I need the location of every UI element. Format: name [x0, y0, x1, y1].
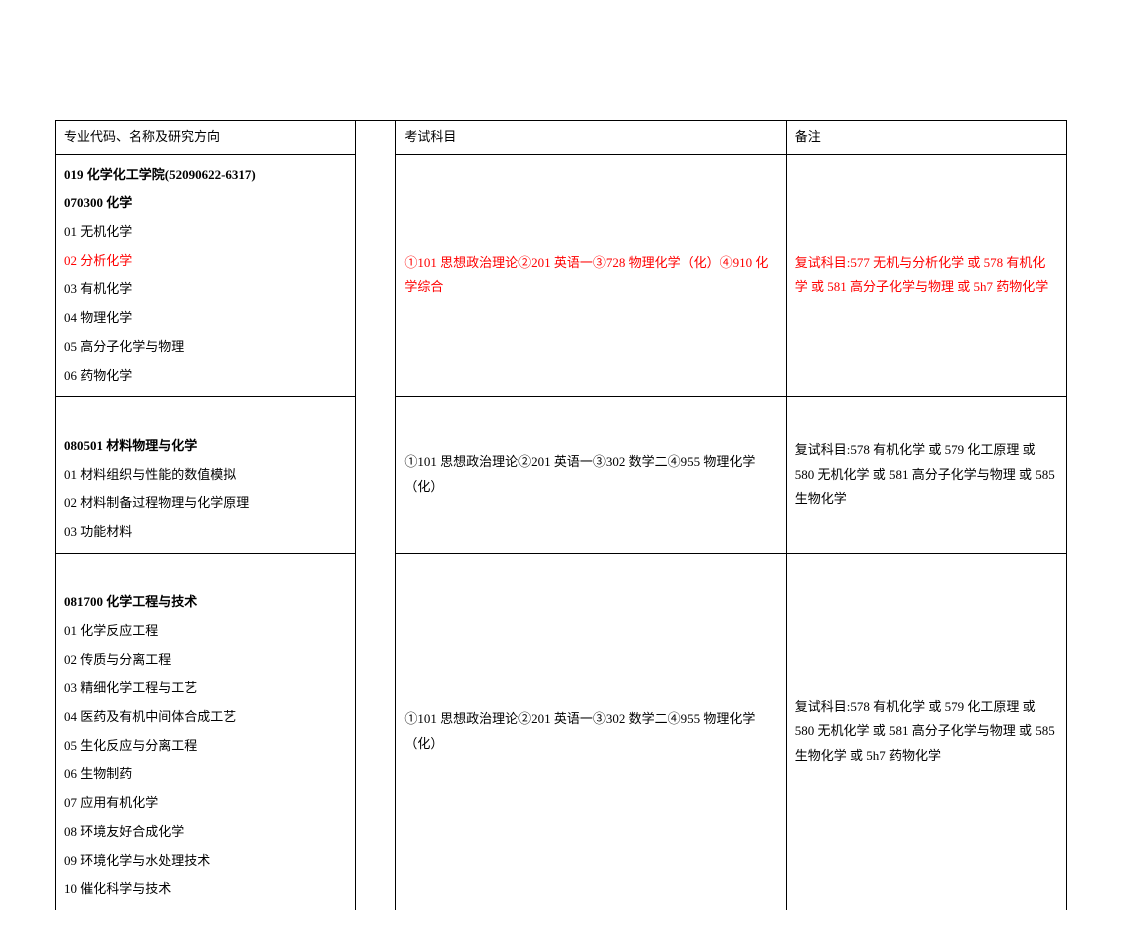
- blank-line: [64, 560, 347, 589]
- exam-cell: ①101 思想政治理论②201 英语一③302 数学二④955 物理化学（化）: [396, 397, 786, 553]
- exam-cell: ①101 思想政治理论②201 英语一③302 数学二④955 物理化学（化）: [396, 553, 786, 910]
- exam-cell: ①101 思想政治理论②201 英语一③728 物理化学（化）④910 化学综合: [396, 154, 786, 397]
- direction-highlight: 02 分析化学: [64, 247, 347, 276]
- direction: 03 功能材料: [64, 518, 347, 547]
- header-exam: 考试科目: [396, 121, 786, 155]
- direction: 03 精细化学工程与工艺: [64, 674, 347, 703]
- note-cell: 复试科目:578 有机化学 或 579 化工原理 或 580 无机化学 或 58…: [786, 397, 1066, 553]
- direction: 01 无机化学: [64, 218, 347, 247]
- header-empty: [356, 121, 396, 155]
- direction: 01 化学反应工程: [64, 617, 347, 646]
- empty-spacer: [356, 154, 396, 910]
- header-note: 备注: [786, 121, 1066, 155]
- direction: 04 物理化学: [64, 304, 347, 333]
- note-cell: 复试科目:578 有机化学 或 579 化工原理 或 580 无机化学 或 58…: [786, 553, 1066, 910]
- direction: 02 材料制备过程物理与化学原理: [64, 489, 347, 518]
- program-title: 080501 材料物理与化学: [64, 432, 347, 461]
- major-cell: 081700 化学工程与技术 01 化学反应工程 02 传质与分离工程 03 精…: [56, 553, 356, 910]
- header-major: 专业代码、名称及研究方向: [56, 121, 356, 155]
- direction: 06 药物化学: [64, 362, 347, 391]
- direction: 02 传质与分离工程: [64, 646, 347, 675]
- table-row: 080501 材料物理与化学 01 材料组织与性能的数值模拟 02 材料制备过程…: [56, 397, 1067, 553]
- table-row: 081700 化学工程与技术 01 化学反应工程 02 传质与分离工程 03 精…: [56, 553, 1067, 910]
- note-cell: 复试科目:577 无机与分析化学 或 578 有机化学 或 581 高分子化学与…: [786, 154, 1066, 397]
- major-cell: 080501 材料物理与化学 01 材料组织与性能的数值模拟 02 材料制备过程…: [56, 397, 356, 553]
- direction: 09 环境化学与水处理技术: [64, 847, 347, 876]
- direction: 03 有机化学: [64, 275, 347, 304]
- direction: 10 催化科学与技术: [64, 875, 347, 904]
- direction: 01 材料组织与性能的数值模拟: [64, 461, 347, 490]
- direction: 05 高分子化学与物理: [64, 333, 347, 362]
- program-title: 070300 化学: [64, 189, 347, 218]
- direction: 07 应用有机化学: [64, 789, 347, 818]
- program-title: 081700 化学工程与技术: [64, 588, 347, 617]
- direction: 06 生物制药: [64, 760, 347, 789]
- table-row: 019 化学化工学院(52090622-6317) 070300 化学 01 无…: [56, 154, 1067, 397]
- direction: 04 医药及有机中间体合成工艺: [64, 703, 347, 732]
- table-header-row: 专业代码、名称及研究方向 考试科目 备注: [56, 121, 1067, 155]
- direction: 05 生化反应与分离工程: [64, 732, 347, 761]
- dept-title: 019 化学化工学院(52090622-6317): [64, 161, 347, 190]
- blank-line: [64, 403, 347, 432]
- direction: 08 环境友好合成化学: [64, 818, 347, 847]
- catalog-table: 专业代码、名称及研究方向 考试科目 备注 019 化学化工学院(52090622…: [55, 120, 1067, 910]
- major-cell: 019 化学化工学院(52090622-6317) 070300 化学 01 无…: [56, 154, 356, 397]
